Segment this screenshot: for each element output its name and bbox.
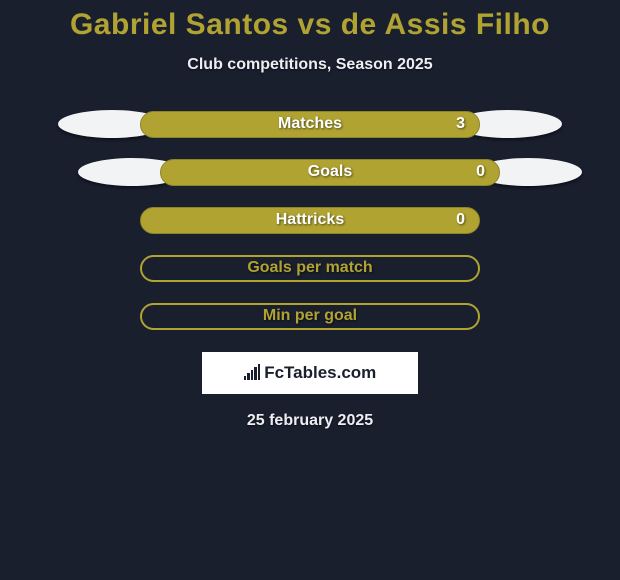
stat-label: Goals <box>308 163 352 181</box>
logo: FcTables.com <box>244 363 377 383</box>
stat-label: Min per goal <box>263 307 357 325</box>
stat-bar: Goals per match <box>140 255 480 282</box>
logo-box: FcTables.com <box>202 352 418 394</box>
stat-row: Hattricks 0 <box>0 206 620 234</box>
bar-chart-icon <box>244 365 261 381</box>
stat-bar: Hattricks 0 <box>140 207 480 234</box>
stat-bar: Matches 3 <box>140 111 480 138</box>
date-label: 25 february 2025 <box>0 412 620 430</box>
logo-text: FcTables.com <box>264 363 376 383</box>
stat-rows: Matches 3 Goals 0 Hattricks 0 Goals per match M… <box>0 110 620 330</box>
page-title: Gabriel Santos vs de Assis Filho <box>0 8 620 42</box>
stat-label: Goals per match <box>247 259 372 277</box>
stat-row: Matches 3 <box>0 110 620 138</box>
stat-value: 0 <box>476 163 485 181</box>
stat-row: Goals per match <box>0 254 620 282</box>
infographic-container: Gabriel Santos vs de Assis Filho Club co… <box>0 0 620 430</box>
stat-bar: Goals 0 <box>160 159 500 186</box>
stat-value: 3 <box>456 115 465 133</box>
page-subtitle: Club competitions, Season 2025 <box>0 56 620 74</box>
stat-value: 0 <box>456 211 465 229</box>
stat-bar: Min per goal <box>140 303 480 330</box>
stat-label: Hattricks <box>276 211 344 229</box>
stat-row: Min per goal <box>0 302 620 330</box>
stat-row: Goals 0 <box>0 158 620 186</box>
stat-label: Matches <box>278 115 342 133</box>
